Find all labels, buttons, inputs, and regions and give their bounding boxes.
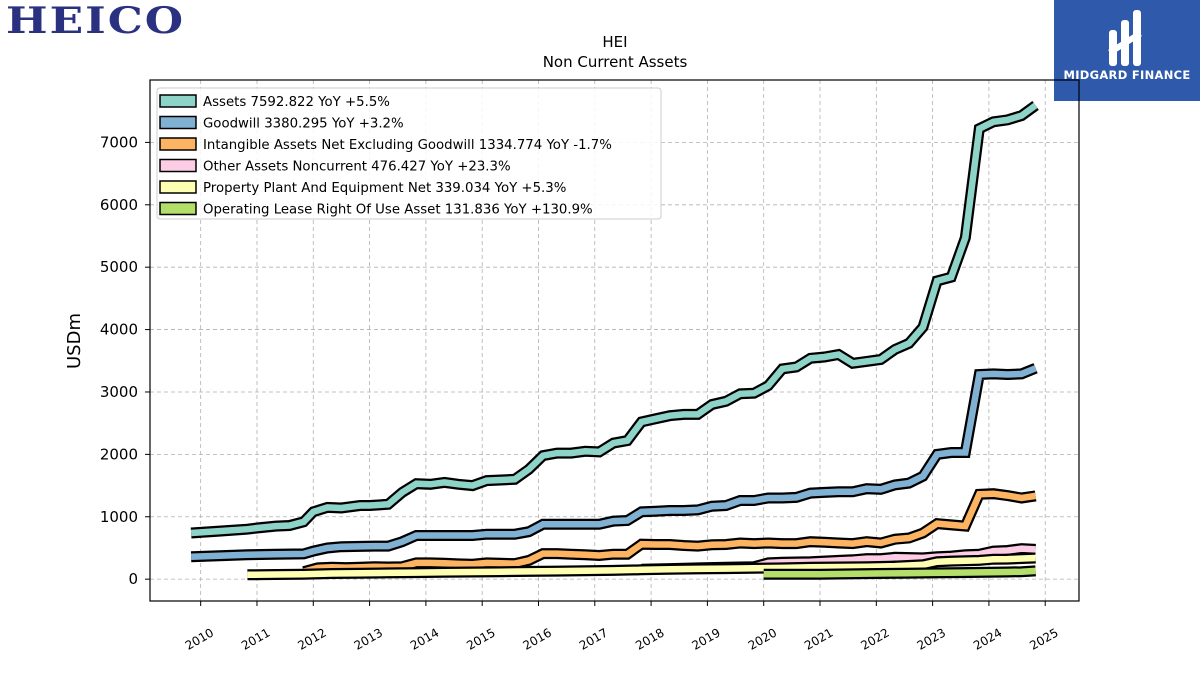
legend-label: Goodwill 3380.295 YoY +3.2% bbox=[203, 117, 404, 132]
x-tick-label: 2012 bbox=[295, 625, 328, 652]
x-tick-label: 2016 bbox=[521, 625, 554, 652]
y-tick-label: 3000 bbox=[100, 383, 138, 401]
x-tick-label: 2025 bbox=[1027, 625, 1060, 652]
x-tick-label: 2011 bbox=[239, 625, 272, 652]
legend-box bbox=[156, 87, 662, 220]
series-intangible-assets-net-excluding-goodwill bbox=[302, 488, 1037, 578]
legend-swatch bbox=[159, 137, 197, 151]
legend: Assets 7592.822 YoY +5.5% Goodwill 3380.2… bbox=[156, 87, 662, 220]
legend-label: Other Assets Noncurrent 476.427 YoY +23.… bbox=[203, 160, 511, 175]
y-tick-label: 1000 bbox=[100, 508, 138, 526]
series-line bbox=[190, 365, 1037, 560]
x-tick-label: 2010 bbox=[183, 625, 216, 652]
chart-title: HEI bbox=[602, 33, 627, 51]
legend-label: Assets 7592.822 YoY +5.5% bbox=[203, 95, 390, 110]
x-tick-label: 2015 bbox=[464, 625, 497, 652]
midgard-finance-logo: MIDGARD FINANCE bbox=[1054, 0, 1200, 101]
y-tick-label: 4000 bbox=[100, 321, 138, 339]
x-tick-label: 2022 bbox=[858, 625, 891, 652]
series-line bbox=[190, 102, 1038, 537]
series-operating-lease-right-of-use-asset bbox=[763, 565, 1036, 580]
y-tick-label: 2000 bbox=[100, 445, 138, 463]
legend-swatch bbox=[159, 115, 197, 130]
midgard-emblem-icon bbox=[1108, 10, 1142, 66]
x-tick-label: 2018 bbox=[633, 625, 666, 652]
legend-swatch bbox=[159, 180, 197, 194]
series-line-outline bbox=[190, 363, 1038, 563]
y-tick-label: 5000 bbox=[100, 258, 138, 276]
x-tick-label: 2024 bbox=[971, 625, 1004, 652]
legend-swatch bbox=[159, 158, 197, 173]
midgard-finance-wordmark: MIDGARD FINANCE bbox=[1063, 68, 1191, 82]
x-tick-label: 2019 bbox=[689, 625, 722, 652]
legend-swatch bbox=[159, 94, 197, 108]
plot-frame bbox=[149, 79, 1080, 602]
x-tick-label: 2020 bbox=[746, 625, 779, 652]
heico-logo: HEICO bbox=[6, 0, 186, 42]
legend-label: Intangible Assets Net Excluding Goodwill… bbox=[203, 138, 612, 153]
legend-label: Property Plant And Equipment Net 339.034… bbox=[203, 181, 566, 196]
y-axis-label: USDm bbox=[64, 313, 85, 369]
y-tick-label: 7000 bbox=[100, 133, 138, 151]
legend-swatch bbox=[159, 201, 197, 216]
series-property-plant-and-equipment-net bbox=[247, 552, 1036, 581]
y-tick-label: 0 bbox=[128, 570, 138, 588]
series-assets bbox=[190, 100, 1039, 539]
series-line bbox=[247, 554, 1036, 579]
x-tick-label: 2013 bbox=[352, 625, 385, 652]
chart-subtitle: Non Current Assets bbox=[543, 53, 688, 71]
legend-label: Operating Lease Right Of Use Asset 131.8… bbox=[203, 203, 593, 218]
x-tick-label: 2023 bbox=[915, 625, 948, 652]
series-goodwill bbox=[190, 363, 1038, 563]
series-line bbox=[302, 490, 1037, 575]
x-tick-label: 2021 bbox=[802, 625, 835, 652]
x-tick-label: 2017 bbox=[577, 625, 610, 652]
series-line bbox=[763, 567, 1036, 578]
y-tick-label: 6000 bbox=[100, 196, 138, 214]
x-tick-label: 2014 bbox=[408, 625, 441, 652]
